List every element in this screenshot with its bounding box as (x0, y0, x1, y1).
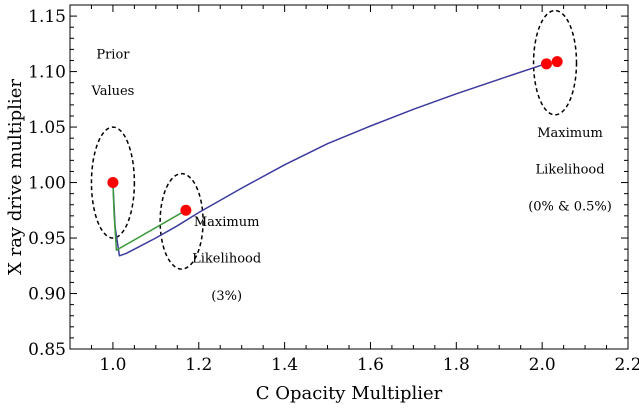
annotation-text: Likelihood (192, 251, 261, 266)
annotation-text: Maximum (194, 215, 260, 230)
y-tick-label: 1.10 (28, 63, 66, 83)
series-line-0 (112, 64, 543, 257)
x-tick-label: 1.0 (99, 355, 126, 375)
confidence-ellipse (532, 9, 578, 116)
y-tick-label: 1.05 (28, 118, 66, 138)
confidence-ellipse (159, 172, 204, 270)
data-point (540, 58, 552, 70)
annotation-text: Prior (96, 47, 130, 62)
y-tick-label: 0.85 (28, 340, 66, 360)
x-tick-label: 1.2 (185, 355, 212, 375)
confidence-ellipses (90, 9, 578, 270)
y-tick-label: 0.95 (28, 229, 66, 249)
annotation-text: (0% & 0.5%) (528, 199, 612, 214)
x-tick-label: 1.6 (357, 355, 384, 375)
x-tick-label: 1.8 (443, 355, 470, 375)
confidence-ellipse (90, 126, 136, 239)
data-point (551, 56, 563, 68)
tick-labels: 1.0 1.2 1.4 1.6 1.8 2.0 2.2 0.85 0.90 0.95 1.00 1.0… (28, 7, 639, 375)
y-axis-title: X ray drive multiplier (5, 79, 26, 275)
y-tick-label: 1.15 (28, 7, 66, 27)
data-point (107, 177, 119, 189)
ticks (69, 4, 629, 350)
annotation-text: Values (91, 84, 135, 99)
annotation-text: Maximum (537, 126, 603, 141)
annotation-text: Likelihood (536, 163, 605, 178)
series-line-1 (112, 182, 187, 251)
x-axis-title: C Opacity Multiplier (256, 383, 443, 404)
data-point (180, 204, 192, 216)
annotations: Prior Values Maximum Likelihood (3%) Maximum L… (91, 47, 612, 304)
series-lines (112, 64, 543, 257)
annotation-text: (3%) (211, 289, 242, 304)
y-tick-label: 1.00 (28, 174, 66, 194)
x-tick-label: 2.2 (614, 355, 639, 375)
x-tick-label: 1.4 (271, 355, 298, 375)
data-points (107, 56, 563, 216)
y-tick-label: 0.90 (28, 285, 66, 305)
x-tick-label: 2.0 (529, 355, 556, 375)
